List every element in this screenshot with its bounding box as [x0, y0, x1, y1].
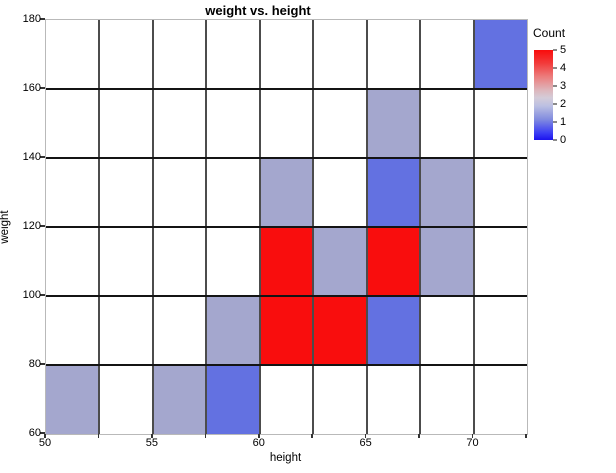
- x-tick-mark: [258, 434, 260, 438]
- x-tick-mark: [44, 434, 46, 438]
- x-tick-mark: [97, 434, 100, 438]
- x-tick-label: 55: [145, 437, 158, 449]
- heatmap-cell[interactable]: [206, 365, 260, 434]
- x-tick-label: 65: [359, 437, 372, 449]
- heatmap-cell[interactable]: [259, 158, 314, 227]
- x-tick-mark: [364, 434, 367, 438]
- y-tick-mark: [40, 87, 45, 89]
- chart-title: weight vs. height: [205, 3, 311, 18]
- y-tick-mark: [40, 363, 45, 365]
- legend-tick-mark: [553, 67, 557, 69]
- y-tick-mark: [40, 294, 45, 296]
- heatmap-cell[interactable]: [46, 365, 100, 434]
- x-tick-mark: [418, 434, 420, 438]
- y-tick-label: 140: [22, 151, 41, 163]
- gridline-horizontal: [46, 295, 527, 297]
- gridline-horizontal: [46, 364, 527, 366]
- legend-tick-mark: [553, 85, 557, 87]
- legend-tick-mark: [553, 49, 557, 51]
- y-tick-label: 160: [22, 82, 41, 94]
- y-tick-label: 80: [28, 358, 41, 370]
- heatmap-cell[interactable]: [152, 365, 207, 434]
- legend-tick-label: 5: [560, 44, 567, 56]
- legend-tick-label: 2: [560, 98, 567, 110]
- x-tick-mark: [151, 434, 153, 438]
- heatmap-cell[interactable]: [420, 158, 474, 227]
- heatmap-cell[interactable]: [473, 20, 527, 89]
- legend-tick-label: 3: [560, 80, 567, 92]
- legend-tick-mark: [553, 139, 557, 141]
- heatmap-cell[interactable]: [366, 296, 421, 365]
- color-legend: Count 5 4 3 2 1 0: [531, 26, 615, 156]
- heatmap-cell[interactable]: [313, 227, 367, 296]
- legend-tick-label: 0: [560, 134, 567, 146]
- heatmap-cell[interactable]: [420, 227, 474, 296]
- x-tick-label: 50: [38, 437, 52, 449]
- heatmap-cell[interactable]: [366, 227, 421, 296]
- gridline-horizontal: [46, 226, 527, 228]
- legend-tick-mark: [553, 103, 557, 105]
- y-tick-mark: [40, 18, 45, 20]
- y-tick-label: 180: [22, 13, 41, 25]
- x-tick-label: 70: [466, 437, 479, 449]
- y-tick-mark: [40, 432, 45, 434]
- legend-tick-mark: [553, 121, 557, 123]
- heatmap-cell[interactable]: [366, 158, 421, 227]
- heatmap-cell[interactable]: [313, 296, 367, 365]
- legend-title: Count: [533, 26, 566, 40]
- y-tick-label: 60: [28, 427, 41, 439]
- x-tick-mark: [471, 434, 474, 438]
- x-tick-mark: [525, 434, 527, 438]
- legend-gradient-bar: [534, 50, 553, 140]
- heatmap-cell[interactable]: [259, 296, 314, 365]
- y-tick-label: 100: [22, 289, 41, 301]
- gridline-horizontal: [46, 157, 527, 159]
- legend-tick-label: 4: [560, 62, 567, 74]
- x-tick-mark: [311, 434, 313, 438]
- x-tick-label: 60: [252, 437, 265, 449]
- y-tick-mark: [40, 225, 45, 227]
- gridline-horizontal: [46, 88, 527, 90]
- y-tick-label: 120: [22, 220, 41, 232]
- y-tick-mark: [40, 156, 45, 158]
- x-axis-title: height: [269, 452, 302, 464]
- x-tick-mark: [204, 434, 207, 438]
- heatmap-cell[interactable]: [259, 227, 314, 296]
- heatmap-cell[interactable]: [206, 296, 260, 365]
- plot-area: [45, 19, 528, 435]
- heatmap-cell[interactable]: [366, 89, 421, 158]
- legend-tick-label: 1: [560, 116, 567, 128]
